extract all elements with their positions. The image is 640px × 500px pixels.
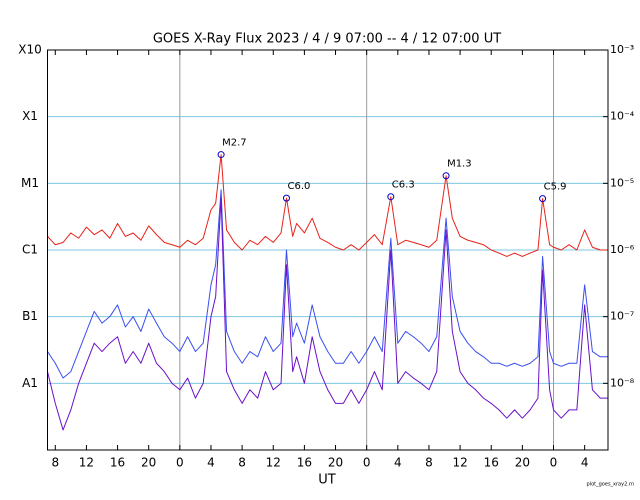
- footer: plot_goes_xray2.rn: [587, 482, 634, 488]
- flare-label: C5.9: [544, 182, 567, 193]
- flux-line: [47, 189, 608, 379]
- x-tick-label: 12: [452, 456, 467, 470]
- y2-tick-label: 10⁻⁴: [610, 110, 635, 123]
- flare-label: M2.7: [222, 138, 247, 149]
- x-tick-label: 12: [266, 456, 281, 470]
- flare-marker: [387, 193, 395, 201]
- x-tick-label: 4: [581, 456, 589, 470]
- flare-marker: [442, 172, 450, 180]
- x-tick-label: 20: [328, 456, 343, 470]
- flare-marker: [217, 151, 225, 159]
- x-tick-label: 20: [141, 456, 156, 470]
- flare-marker: [539, 195, 547, 203]
- flare-label: C6.3: [392, 180, 415, 191]
- y-tick-label: M1: [21, 176, 39, 190]
- y-tick-label: X1: [22, 109, 38, 123]
- y2-tick-label: 10⁻⁷: [610, 310, 634, 323]
- x-tick-label: 12: [79, 456, 94, 470]
- flare-marker: [282, 194, 290, 202]
- y-tick-label: B1: [22, 309, 38, 323]
- y-tick-label: C1: [22, 243, 38, 257]
- y2-tick-label: 10⁻⁵: [610, 176, 634, 189]
- x-tick-label: 0: [550, 456, 558, 470]
- x-tick-label: 4: [394, 456, 402, 470]
- y2-tick-label: 10⁻³: [610, 43, 634, 56]
- x-tick-label: 8: [425, 456, 433, 470]
- x-tick-label: 8: [238, 456, 246, 470]
- x-tick-label: 8: [51, 456, 59, 470]
- plot: X10 X1 M1 C1 B1 A1 10⁻³ 10⁻⁴ 10⁻⁵ 10⁻⁶ 10⁻⁷ 10⁻⁸ 8 12…: [18, 43, 635, 470]
- x-tick-label: 20: [515, 456, 530, 470]
- flux-line: [47, 197, 608, 431]
- y-tick-label: A1: [22, 376, 38, 390]
- y2-tick-label: 10⁻⁸: [610, 376, 635, 389]
- flare-label: C6.0: [287, 181, 310, 192]
- y-tick-label: X10: [18, 43, 42, 57]
- x-axis-label: UT: [318, 473, 336, 488]
- x-tick-label: 16: [297, 456, 312, 470]
- y2-tick-label: 10⁻⁶: [610, 243, 635, 256]
- x-tick-label: 16: [110, 456, 125, 470]
- flux-line: [47, 154, 608, 257]
- x-tick-label: 16: [484, 456, 499, 470]
- x-tick-label: 0: [363, 456, 371, 470]
- chart-title: GOES X-Ray Flux 2023 / 4 / 9 07:00 -- 4 …: [153, 32, 501, 47]
- x-tick-label: 4: [207, 456, 215, 470]
- x-tick-label: 0: [176, 456, 184, 470]
- flare-label: M1.3: [447, 159, 472, 170]
- plot-frame: [47, 49, 609, 451]
